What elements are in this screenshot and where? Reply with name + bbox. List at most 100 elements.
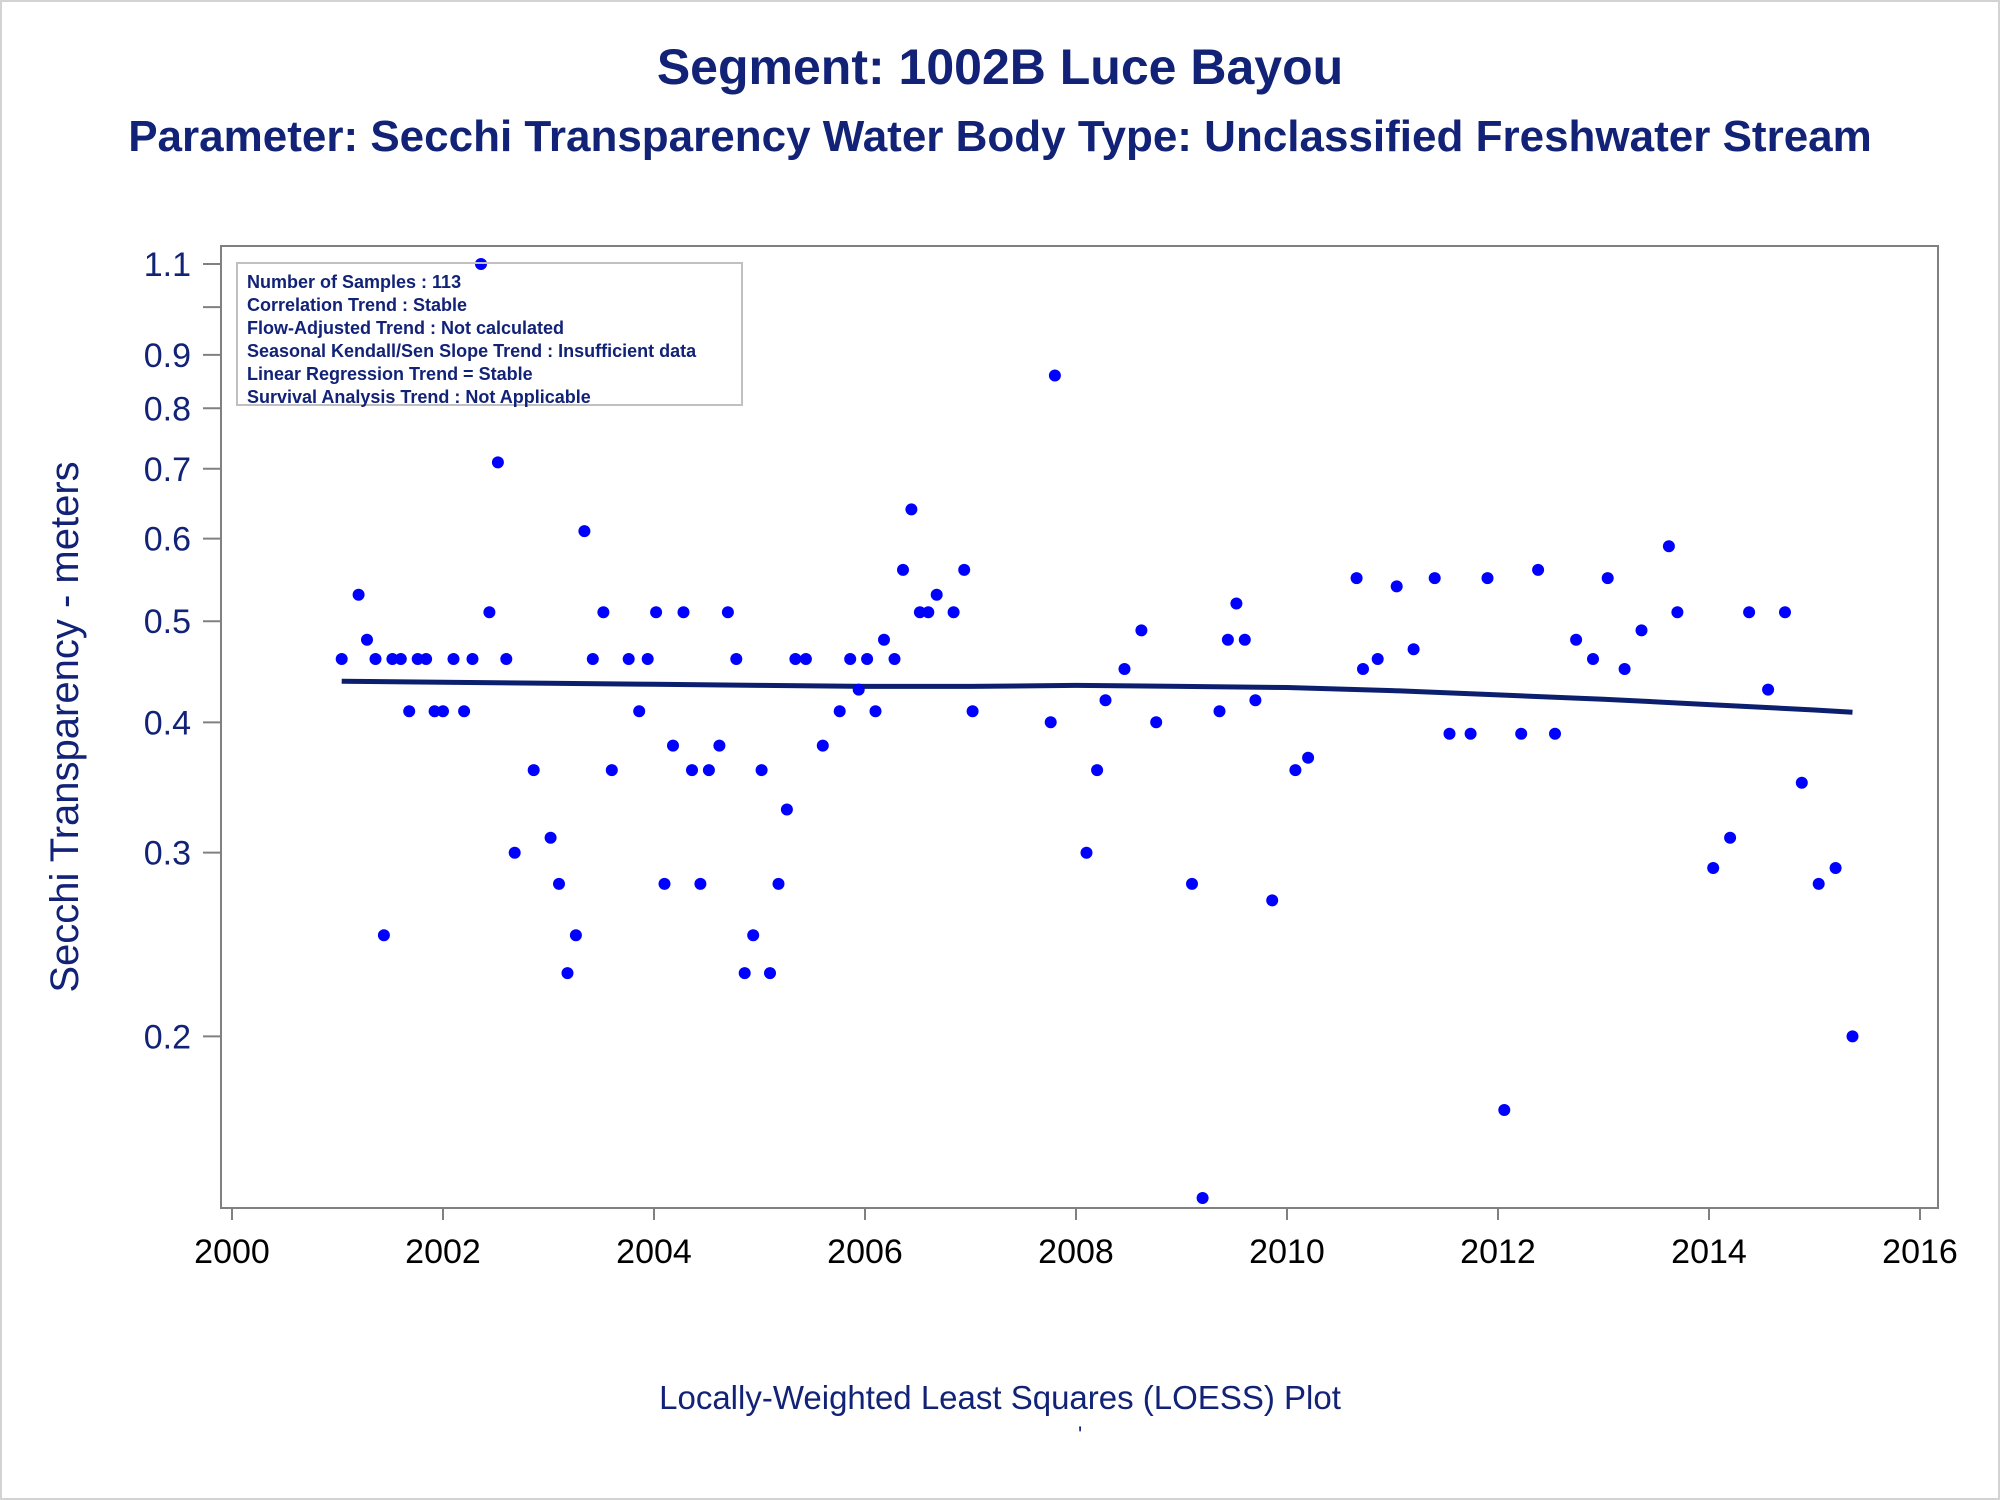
data-point <box>878 633 890 646</box>
data-point <box>500 653 513 665</box>
data-point <box>633 705 646 718</box>
footnote-mark: ' <box>1078 1422 1083 1447</box>
x-tick-label: 2004 <box>616 1233 692 1271</box>
data-point <box>780 803 793 816</box>
data-point <box>1671 606 1684 619</box>
data-point <box>403 705 416 718</box>
data-point <box>1481 572 1494 585</box>
data-point <box>721 606 734 619</box>
data-point <box>694 877 707 890</box>
data-point <box>544 831 557 844</box>
data-point <box>1099 694 1112 707</box>
data-point <box>930 588 943 601</box>
data-point <box>755 764 768 777</box>
data-point <box>483 606 496 619</box>
info-box-line: Survival Analysis Trend : Not Applicable <box>247 387 591 407</box>
data-point <box>1707 862 1720 874</box>
data-point <box>1350 572 1363 585</box>
x-tick-label: 2012 <box>1460 1233 1536 1271</box>
loess-line <box>341 678 1853 715</box>
data-point <box>958 563 971 576</box>
data-point <box>789 653 802 665</box>
data-point <box>1091 764 1104 777</box>
data-point <box>1371 653 1384 665</box>
data-point <box>578 525 591 538</box>
data-point <box>686 764 698 777</box>
x-tick-label: 2014 <box>1671 1233 1747 1271</box>
data-point <box>1498 1104 1511 1116</box>
chart-footnote: Locally-Weighted Least Squares (LOESS) P… <box>659 1379 1341 1416</box>
info-box-line: Seasonal Kendall/Sen Slope Trend : Insuf… <box>247 341 697 361</box>
data-point <box>1601 572 1614 585</box>
data-point <box>1635 624 1648 637</box>
data-point <box>1048 369 1061 382</box>
data-point <box>411 653 424 665</box>
data-point <box>586 653 599 665</box>
x-tick-label: 2002 <box>405 1233 481 1271</box>
data-point <box>1080 846 1093 859</box>
data-point <box>428 705 441 718</box>
data-point <box>622 653 635 665</box>
data-point <box>641 653 654 665</box>
data-point <box>1464 727 1477 740</box>
data-point <box>1428 572 1441 585</box>
y-axis-label: Secchi Transparency - meters <box>43 461 87 992</box>
data-point <box>913 606 926 619</box>
data-point <box>852 683 865 696</box>
data-point <box>1743 606 1756 619</box>
data-point <box>1407 643 1420 656</box>
data-point <box>1118 663 1131 675</box>
data-point <box>1515 727 1528 740</box>
data-point <box>458 705 471 718</box>
data-point <box>394 653 407 665</box>
y-tick-label: 0.6 <box>144 521 191 559</box>
data-point <box>605 764 618 777</box>
y-tick-label: 0.3 <box>144 835 191 873</box>
data-point <box>1812 877 1825 890</box>
data-point <box>447 653 460 665</box>
data-point <box>1289 764 1302 777</box>
data-point <box>1186 877 1198 890</box>
data-point <box>335 653 348 665</box>
data-point <box>947 606 960 619</box>
chart-title: Segment: 1002B Luce Bayou <box>656 39 1344 95</box>
data-point <box>869 705 882 718</box>
data-point <box>361 633 373 646</box>
y-tick-label: 0.7 <box>144 451 191 489</box>
data-point <box>1829 862 1842 874</box>
data-point <box>730 653 743 665</box>
data-point <box>799 653 812 665</box>
data-point <box>816 739 829 752</box>
data-point <box>553 877 565 890</box>
data-point <box>1150 716 1163 729</box>
data-point <box>861 653 874 665</box>
data-point <box>1357 663 1369 675</box>
data-point <box>905 503 918 516</box>
data-point <box>702 764 715 777</box>
data-point <box>922 606 935 619</box>
data-point <box>738 967 751 980</box>
data-point <box>1532 563 1545 576</box>
data-point <box>1618 663 1631 675</box>
x-tick-label: 2016 <box>1882 1233 1958 1271</box>
data-point <box>1266 894 1279 907</box>
data-point <box>1390 580 1403 593</box>
plot-area-border <box>220 245 1939 1209</box>
data-point <box>1213 705 1226 718</box>
y-tick-label: 0.2 <box>144 1018 191 1056</box>
data-point <box>420 653 433 665</box>
data-point <box>597 606 610 619</box>
data-point <box>1779 606 1791 619</box>
x-tick-label: 2000 <box>194 1233 270 1271</box>
data-point <box>1230 597 1243 610</box>
y-tick-label: 0.5 <box>144 603 191 641</box>
data-point <box>1549 727 1561 740</box>
data-point <box>1196 1192 1209 1204</box>
data-point <box>1044 716 1057 729</box>
info-box-line: Flow-Adjusted Trend : Not calculated <box>247 318 564 338</box>
data-point <box>369 653 382 665</box>
data-point <box>897 563 909 576</box>
data-point <box>650 606 663 619</box>
y-tick-label: 0.8 <box>144 390 191 428</box>
data-point <box>1795 776 1808 789</box>
